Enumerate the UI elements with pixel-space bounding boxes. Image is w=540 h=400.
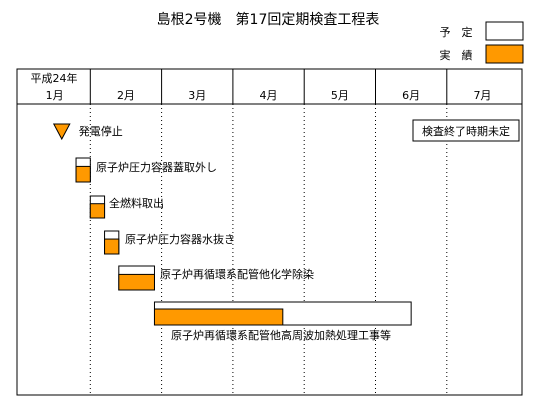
task-bars: 原子炉圧力容器蓋取外し全燃料取出原子炉圧力容器水抜き原子炉再循環系配管他化学除染…: [75, 157, 412, 342]
note-box: 検査終了時期未定: [412, 119, 520, 142]
legend-planned-label: 予 定: [440, 25, 473, 39]
chart-frame: [16, 68, 523, 396]
milestone-triangle-icon: [52, 123, 71, 141]
month-label: 5月: [331, 89, 349, 102]
legend-planned-swatch: [485, 21, 524, 41]
task-label: 全燃料取出: [109, 196, 164, 210]
legend-actual-swatch: [485, 44, 524, 64]
month-label: 7月: [473, 89, 491, 102]
actual-bar: [75, 165, 91, 183]
month-label: 1月: [46, 89, 64, 102]
note-text: 検査終了時期未定: [422, 124, 510, 138]
task-label: 原子炉再循環系配管他化学除染: [160, 267, 314, 281]
month-label: 6月: [402, 89, 420, 102]
chart-title: 島根2号機 第17回定期検査工程表: [157, 11, 380, 28]
year-label: 平成24年: [31, 71, 78, 85]
month-label: 2月: [117, 89, 135, 102]
task-row: 全燃料取出: [89, 195, 164, 219]
actual-bar: [118, 273, 155, 291]
task-row: 原子炉再循環系配管他化学除染: [118, 265, 314, 291]
note-frame: [412, 119, 520, 142]
task-row: 原子炉再循環系配管他高周波加熱処理工事等: [153, 301, 412, 342]
month-labels: 1月 2月 3月 4月 5月 6月 7月: [46, 89, 492, 102]
actual-bar: [153, 308, 284, 326]
task-label: 原子炉再循環系配管他高周波加熱処理工事等: [171, 328, 391, 342]
month-gridlines: [89, 69, 448, 395]
actual-bar: [89, 203, 106, 219]
legend-actual-label: 実 績: [440, 48, 473, 62]
milestone-label: 発電停止: [79, 124, 123, 138]
legend: 予 定 実 績: [440, 21, 524, 64]
task-label: 原子炉圧力容器蓋取外し: [96, 160, 217, 174]
task-label: 原子炉圧力容器水抜き: [125, 232, 235, 246]
month-label: 4月: [260, 89, 278, 102]
task-row: 原子炉圧力容器蓋取外し: [75, 157, 217, 183]
milestone: 発電停止: [52, 123, 123, 141]
task-row: 原子炉圧力容器水抜き: [104, 230, 235, 255]
actual-bar: [104, 238, 120, 255]
month-label: 3月: [188, 89, 206, 102]
